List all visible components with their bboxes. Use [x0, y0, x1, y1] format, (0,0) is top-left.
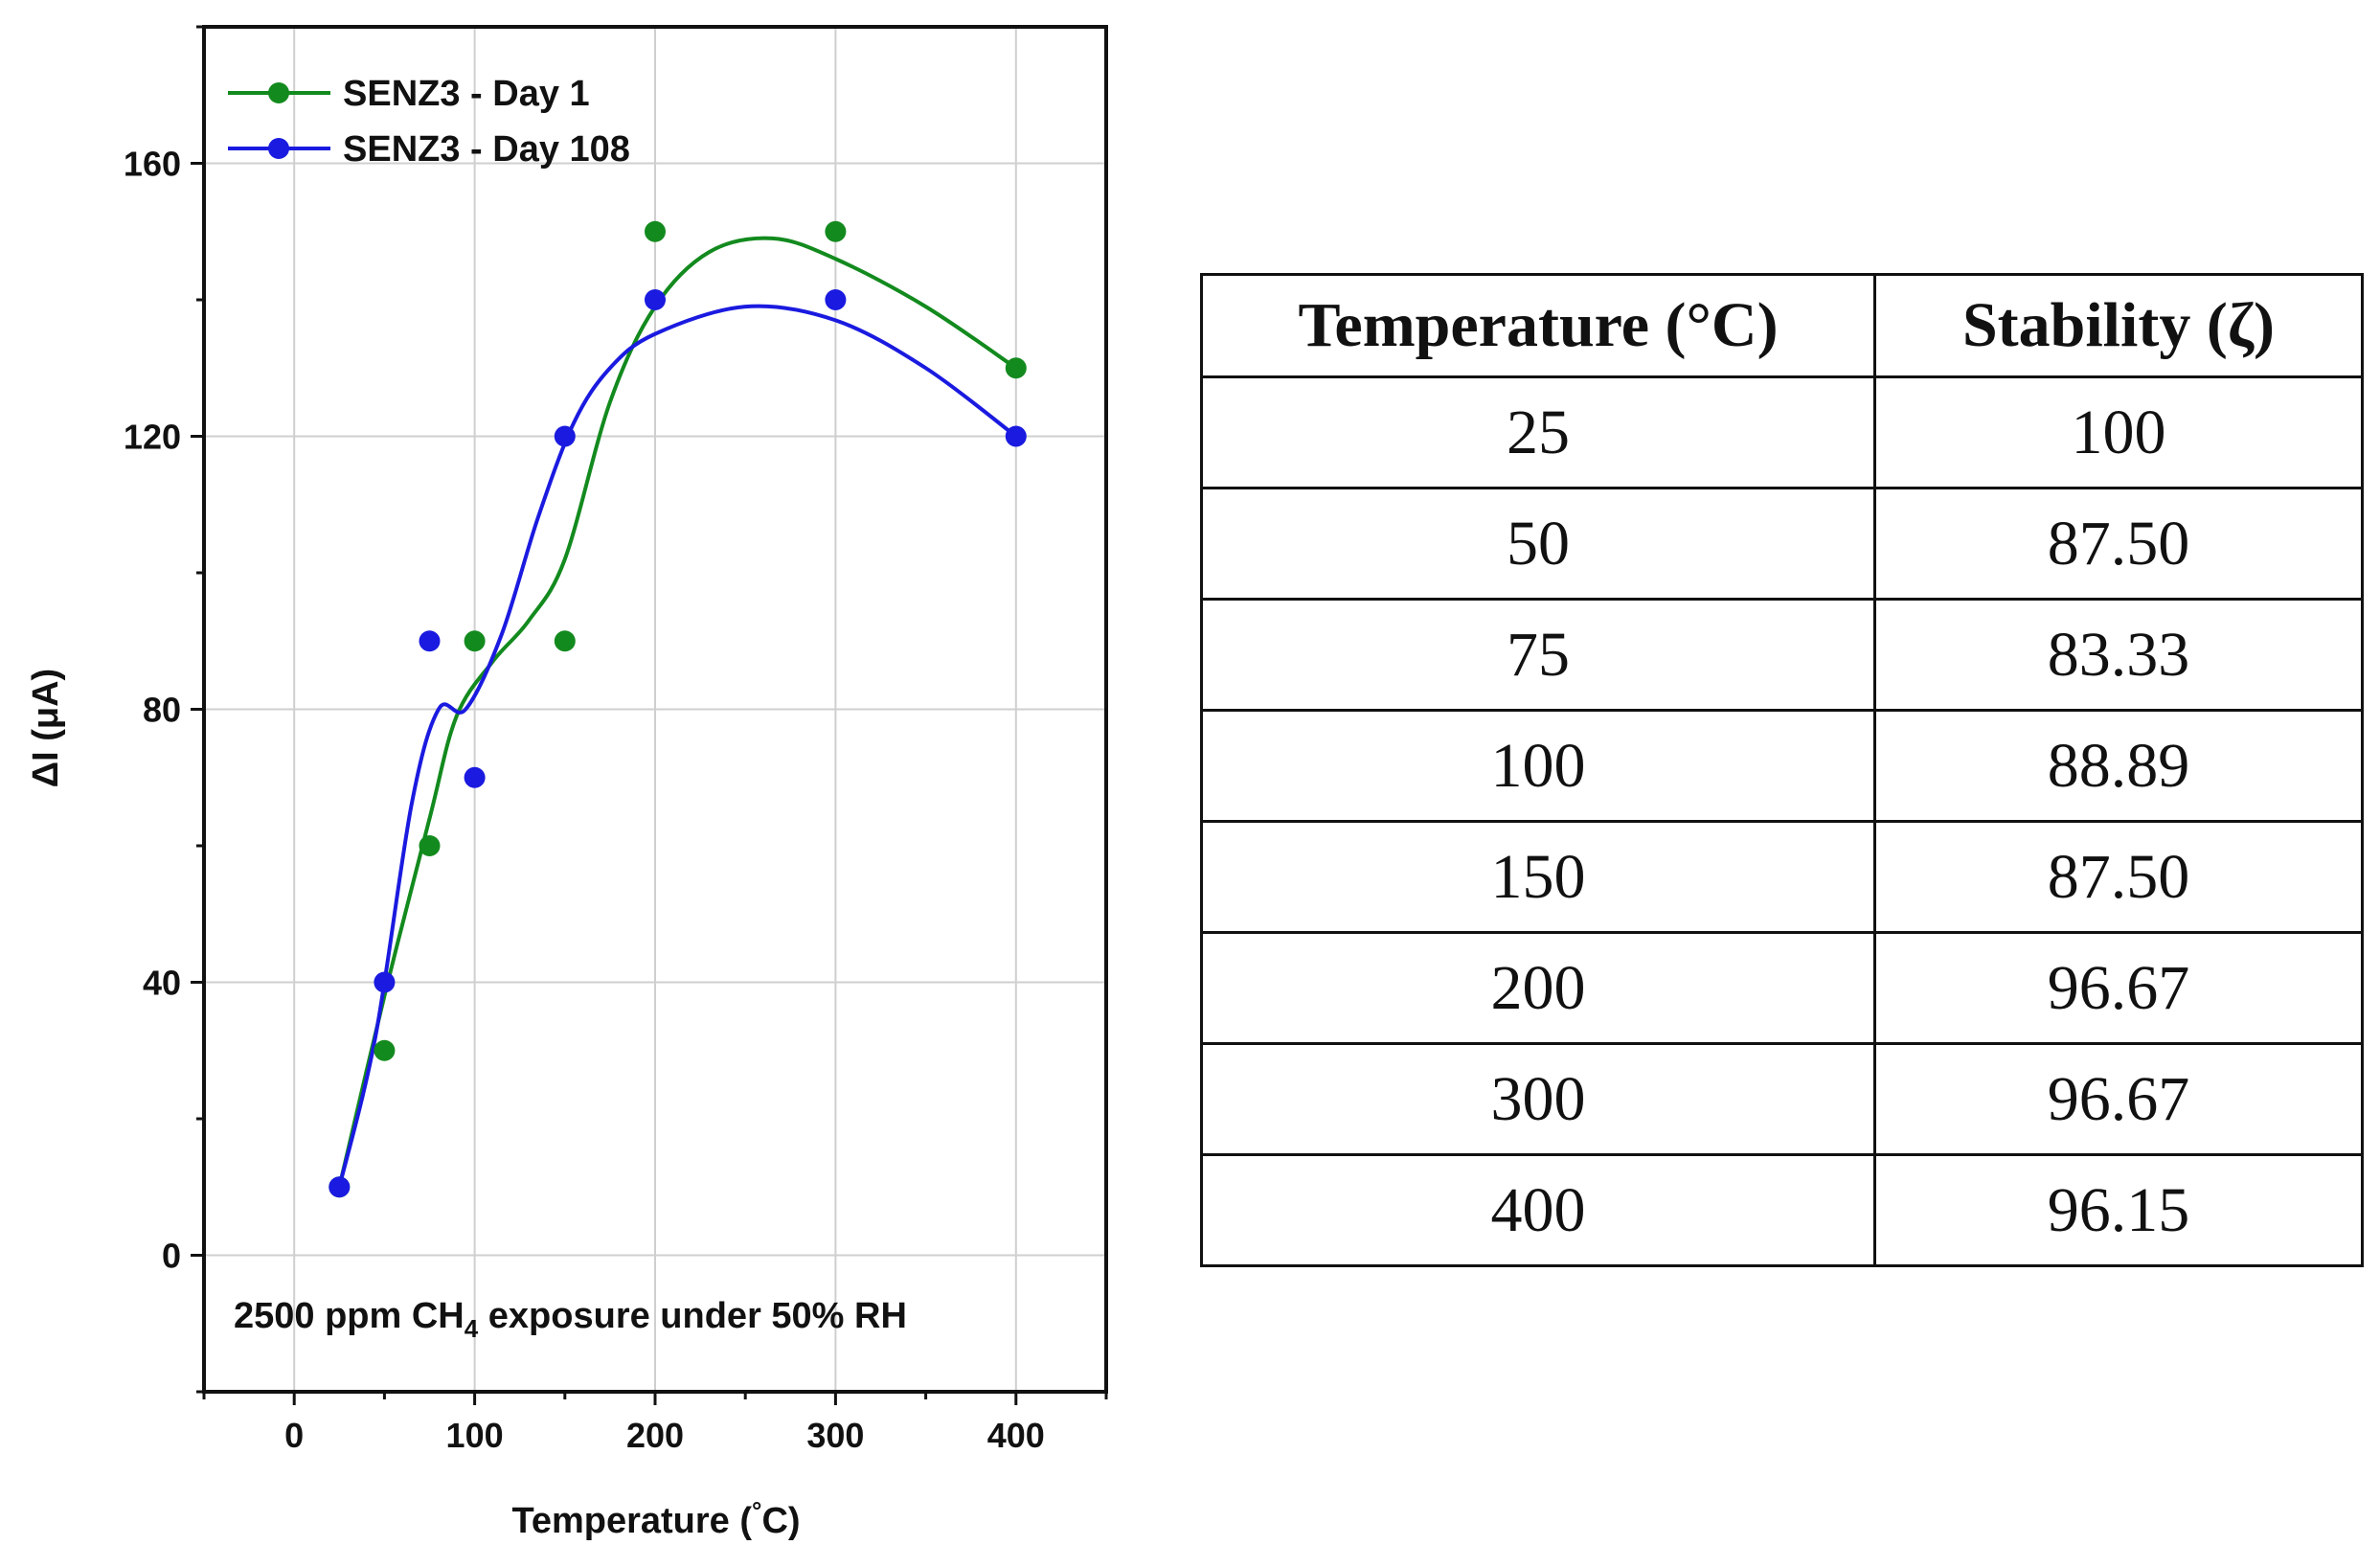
x-axis-title-main: Temperature (: [511, 1501, 752, 1541]
point-day1: [374, 1039, 396, 1061]
table-row: 50 87.50: [1200, 487, 2364, 601]
fit-curves: [337, 236, 1018, 1188]
legend-label: SENZ3 - Day 1: [343, 74, 590, 114]
header-temperature: Temperature (°C): [1200, 273, 1876, 378]
point-day1: [419, 835, 441, 856]
fit-curve-day1: [337, 236, 1017, 1188]
x-tick-label: 0: [284, 1416, 304, 1455]
table-row: 25 100: [1200, 375, 2364, 489]
cell-temperature: 150: [1200, 820, 1876, 934]
point-day108: [645, 289, 666, 310]
table-row: 300 96.67: [1200, 1042, 2364, 1156]
point-day108: [554, 425, 576, 447]
cell-temperature: 300: [1200, 1042, 1876, 1156]
cell-stability: 96.67: [1873, 1042, 2364, 1156]
x-tick-label: 100: [446, 1416, 504, 1455]
cell-stability: 83.33: [1873, 598, 2364, 712]
x-tick-label: 200: [626, 1416, 684, 1455]
x-tick-label: 400: [987, 1416, 1045, 1455]
annotation-prefix: 2500 ppm CH: [234, 1296, 465, 1336]
axis-ticks: 0 100 200 300 400 0 40 80 120 160: [124, 25, 1108, 1455]
stability-table: Temperature (°C) Stability (ζ) 25 100 50 8…: [1200, 273, 2364, 1267]
point-day1: [1005, 357, 1027, 379]
plot-annotation: 2500 ppm CH4 exposure under 50% RH: [234, 1296, 907, 1343]
x-tick-label: 300: [806, 1416, 864, 1455]
cell-temperature: 400: [1200, 1153, 1876, 1267]
table-row: 200 96.67: [1200, 931, 2364, 1045]
cell-stability: 87.50: [1873, 487, 2364, 601]
point-day108: [329, 1176, 351, 1198]
y-tick-label: 160: [124, 145, 181, 184]
table-row: 400 96.15: [1200, 1153, 2364, 1267]
annotation-suffix: exposure under 50% RH: [478, 1296, 907, 1336]
cell-temperature: 25: [1200, 375, 1876, 489]
point-day108: [825, 289, 847, 310]
point-day1: [645, 220, 666, 242]
legend: SENZ3 - Day 1 SENZ3 - Day 108: [228, 74, 630, 170]
point-day108: [464, 766, 486, 788]
y-tick-label: 80: [143, 691, 181, 730]
cell-temperature: 50: [1200, 487, 1876, 601]
fit-curve-day108: [337, 304, 1018, 1188]
x-axis-title-degree: °: [752, 1496, 761, 1525]
cell-temperature: 75: [1200, 598, 1876, 712]
x-axis-title-unit: C): [761, 1501, 800, 1541]
cell-stability: 96.67: [1873, 931, 2364, 1045]
y-tick-label: 40: [143, 964, 181, 1003]
y-tick-label: 120: [124, 418, 181, 457]
point-day1: [464, 630, 486, 652]
y-axis-title: ΔI (μA): [26, 669, 66, 787]
point-day108: [1005, 425, 1027, 447]
annotation-subscript: 4: [465, 1314, 479, 1343]
data-points: [329, 220, 1027, 1198]
gridlines: [204, 27, 1106, 1392]
cell-stability: 100: [1873, 375, 2364, 489]
cell-temperature: 200: [1200, 931, 1876, 1045]
legend-marker: [268, 138, 289, 159]
table-header-row: Temperature (°C) Stability (ζ): [1200, 273, 2364, 378]
header-stability: Stability (ζ): [1873, 273, 2364, 378]
point-day1: [825, 220, 847, 242]
legend-label: SENZ3 - Day 108: [343, 129, 630, 170]
point-day1: [554, 630, 576, 652]
cell-stability: 87.50: [1873, 820, 2364, 934]
cell-stability: 88.89: [1873, 709, 2364, 823]
table-row: 75 83.33: [1200, 598, 2364, 712]
y-tick-label: 0: [162, 1237, 181, 1276]
table-row: 100 88.89: [1200, 709, 2364, 823]
table-row: 150 87.50: [1200, 820, 2364, 934]
cell-temperature: 100: [1200, 709, 1876, 823]
cell-stability: 96.15: [1873, 1153, 2364, 1267]
point-day108: [374, 971, 396, 993]
point-day108: [419, 630, 441, 652]
legend-marker: [268, 82, 289, 103]
x-axis-title: Temperature (°C): [511, 1496, 800, 1541]
